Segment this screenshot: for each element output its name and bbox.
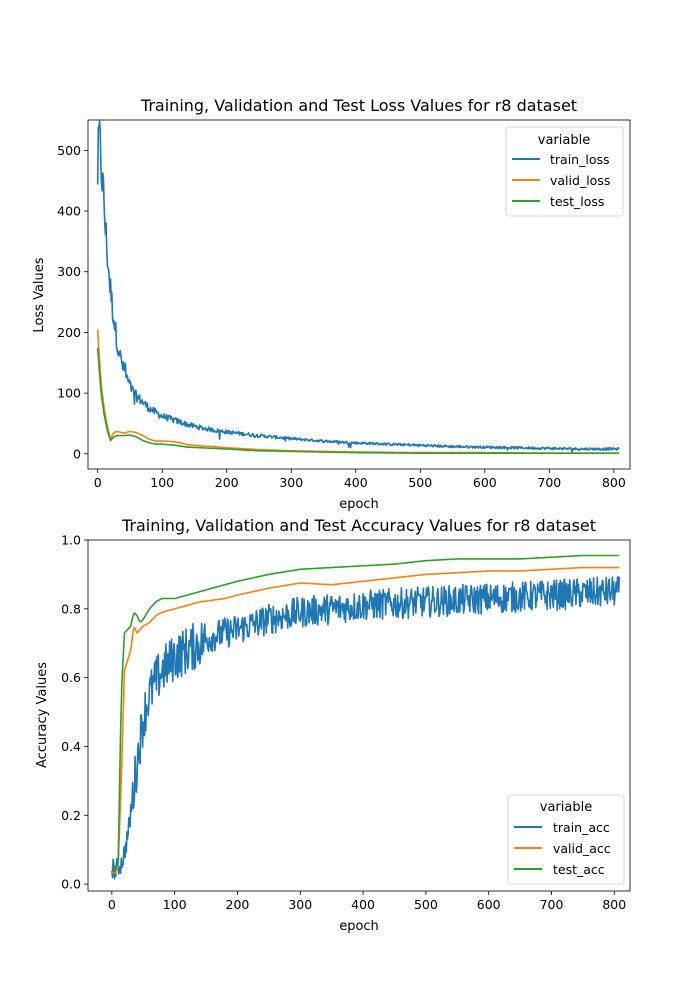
loss-x-tick-label: 400: [344, 475, 368, 490]
loss-legend-label-train: train_loss: [550, 152, 610, 167]
accuracy-legend-title: variable: [540, 800, 592, 815]
loss-series-line-test_loss: [96, 347, 620, 455]
loss-y-axis-label: Loss Values: [32, 257, 47, 332]
accuracy-series-line-train_acc: [111, 576, 621, 880]
accuracy-y-tick-label: 0.4: [61, 739, 81, 754]
accuracy-x-tick-label: 300: [288, 897, 312, 912]
accuracy-series-line-valid_acc: [111, 566, 620, 875]
loss-legend-label-valid: valid_loss: [550, 173, 610, 188]
loss-x-tick-label: 200: [215, 475, 239, 490]
accuracy-y-tick-label: 0.2: [61, 808, 81, 823]
loss-x-axis-label: epoch: [339, 497, 379, 512]
accuracy-x-tick-label: 400: [351, 897, 375, 912]
accuracy-legend-label-valid: valid_acc: [553, 841, 611, 856]
accuracy-x-tick-label: 800: [602, 897, 626, 912]
loss-legend-box: [505, 126, 624, 217]
accuracy-x-tick-label: 600: [477, 897, 501, 912]
accuracy-x-tick-label: 0: [108, 897, 116, 912]
loss-plot-frame: [87, 119, 631, 470]
loss-x-tick-label: 300: [279, 475, 303, 490]
loss-y-tick-label: 100: [57, 386, 81, 401]
loss-x-tick-label: 600: [473, 475, 497, 490]
accuracy-y-tick-label: 0.8: [61, 601, 81, 616]
loss-y-tick-label: 400: [57, 204, 81, 219]
loss-x-tick-label: 800: [602, 475, 626, 490]
loss-series-line-train_loss: [96, 120, 620, 453]
accuracy-y-tick-label: 0.0: [61, 877, 81, 892]
accuracy-x-axis-label: epoch: [339, 919, 379, 934]
loss-y-tick-label: 300: [57, 264, 81, 279]
loss-y-tick-label: 200: [57, 325, 81, 340]
loss-x-tick-label: 100: [150, 475, 174, 490]
accuracy-x-tick-label: 200: [226, 897, 250, 912]
loss-y-tick-label: 0: [73, 446, 81, 461]
accuracy-series-line-test_acc: [111, 554, 620, 871]
accuracy-x-tick-label: 700: [540, 897, 564, 912]
loss-y-tick-label: 500: [57, 143, 81, 158]
accuracy-plot-frame: [87, 539, 631, 892]
accuracy-y-tick-label: 0.6: [61, 670, 81, 685]
accuracy-axis-ticks: 0 100 200 300 400 500 600 700 800 0.0 0.2 0.4 0.6 0.8…: [61, 533, 626, 913]
loss-chart-title: Training, Validation and Test Loss Value…: [140, 96, 577, 115]
accuracy-series-group: [111, 554, 621, 880]
loss-x-tick-label: 700: [537, 475, 561, 490]
accuracy-legend-label-train: train_acc: [553, 820, 610, 835]
accuracy-legend-label-test: test_acc: [553, 862, 605, 877]
accuracy-legend: variable train_acc valid_acc test_acc: [507, 794, 625, 885]
loss-legend: variable train_loss valid_loss test_loss: [505, 126, 624, 217]
accuracy-y-tick-label: 1.0: [61, 533, 81, 548]
accuracy-y-axis-label: Accuracy Values: [35, 662, 50, 768]
loss-legend-title: variable: [538, 133, 590, 148]
loss-series-group: [96, 120, 620, 455]
accuracy-chart: Training, Validation and Test Accuracy V…: [35, 516, 631, 934]
loss-x-tick-label: 500: [408, 475, 432, 490]
loss-x-tick-label: 0: [94, 475, 102, 490]
accuracy-x-tick-label: 500: [414, 897, 438, 912]
accuracy-legend-box: [507, 794, 625, 885]
accuracy-x-tick-label: 100: [163, 897, 187, 912]
loss-chart: Training, Validation and Test Loss Value…: [32, 96, 631, 512]
loss-legend-label-test: test_loss: [550, 194, 604, 209]
accuracy-chart-title: Training, Validation and Test Accuracy V…: [121, 516, 596, 535]
loss-axis-ticks: 0 100 200 300 400 500 600 700 800 0 100 200 300 400 50…: [57, 143, 626, 490]
